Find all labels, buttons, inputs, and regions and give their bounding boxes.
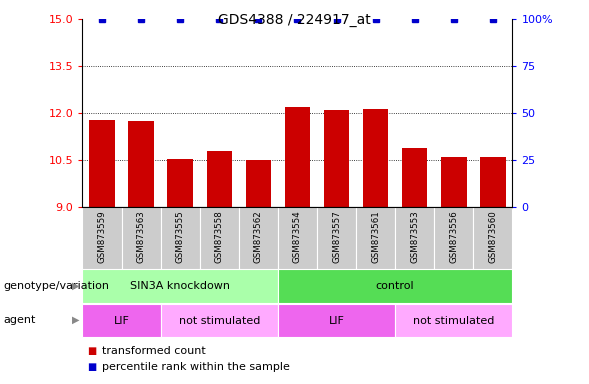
Bar	[207, 151, 232, 207]
Bar	[82, 270, 278, 303]
Bar	[167, 159, 193, 207]
Bar	[161, 304, 278, 337]
Text: agent: agent	[3, 315, 35, 325]
Bar	[246, 161, 271, 207]
Text: LIF: LIF	[114, 316, 130, 326]
Bar	[161, 207, 200, 269]
Text: GSM873559: GSM873559	[98, 210, 107, 263]
Bar	[395, 304, 512, 337]
Bar	[363, 109, 388, 207]
Bar	[82, 207, 121, 269]
Bar	[200, 207, 239, 269]
Bar	[356, 207, 395, 269]
Text: GSM873558: GSM873558	[215, 210, 224, 263]
Bar	[284, 107, 310, 207]
Bar	[128, 121, 154, 207]
Text: ▶: ▶	[72, 315, 79, 325]
Text: GSM873556: GSM873556	[449, 210, 458, 263]
Text: GSM873555: GSM873555	[176, 210, 185, 263]
Text: ■: ■	[87, 346, 96, 356]
Bar	[90, 119, 115, 207]
Bar	[121, 207, 161, 269]
Bar	[317, 207, 356, 269]
Text: LIF: LIF	[329, 316, 345, 326]
Text: GSM873563: GSM873563	[137, 210, 145, 263]
Bar	[474, 207, 512, 269]
Bar	[434, 207, 474, 269]
Bar	[278, 207, 317, 269]
Bar	[480, 157, 505, 207]
Text: control: control	[376, 281, 415, 291]
Text: ▶: ▶	[72, 281, 79, 291]
Bar	[278, 304, 395, 337]
Text: GSM873554: GSM873554	[293, 210, 302, 263]
Text: percentile rank within the sample: percentile rank within the sample	[102, 362, 290, 372]
Bar	[395, 207, 434, 269]
Bar	[324, 110, 349, 207]
Text: GSM873561: GSM873561	[371, 210, 380, 263]
Text: not stimulated: not stimulated	[178, 316, 260, 326]
Text: GDS4388 / 224917_at: GDS4388 / 224917_at	[218, 13, 371, 27]
Bar	[239, 207, 278, 269]
Text: GSM873553: GSM873553	[410, 210, 419, 263]
Text: genotype/variation: genotype/variation	[3, 281, 109, 291]
Bar	[402, 148, 428, 207]
Text: SIN3A knockdown: SIN3A knockdown	[130, 281, 230, 291]
Text: GSM873560: GSM873560	[488, 210, 497, 263]
Text: GSM873557: GSM873557	[332, 210, 341, 263]
Text: transformed count: transformed count	[102, 346, 206, 356]
Bar	[82, 304, 161, 337]
Bar	[278, 270, 512, 303]
Bar	[441, 157, 466, 207]
Text: ■: ■	[87, 362, 96, 372]
Text: GSM873562: GSM873562	[254, 210, 263, 263]
Text: not stimulated: not stimulated	[413, 316, 495, 326]
